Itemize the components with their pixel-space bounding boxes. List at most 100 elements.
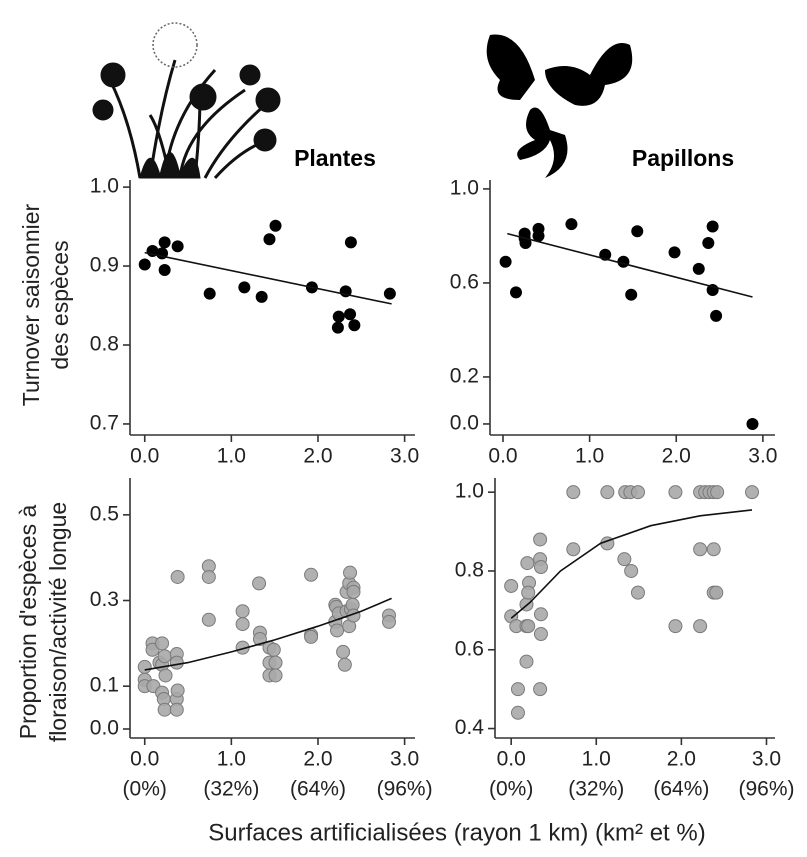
data-point	[268, 668, 283, 683]
data-point	[157, 649, 172, 664]
x-tick-label: 0.0	[488, 445, 517, 468]
y-axis-label: Proportion d'espèces à	[15, 505, 41, 740]
data-point	[519, 654, 534, 669]
y-tick-label: 0.5	[90, 502, 119, 525]
data-point	[521, 619, 536, 634]
data-point	[203, 287, 216, 300]
data-point	[138, 258, 151, 271]
x-tick-percent: (64%)	[290, 778, 346, 801]
data-point	[520, 556, 535, 571]
data-point	[344, 308, 357, 321]
data-point	[617, 552, 632, 567]
data-point	[330, 623, 345, 638]
x-tick-label: 2.0	[303, 445, 332, 468]
panel-title: Papillons	[632, 145, 734, 171]
x-tick-percent: (64%)	[653, 778, 709, 801]
trend-line	[507, 232, 753, 298]
data-point	[706, 220, 719, 233]
x-tick-label: 0.0	[130, 748, 159, 771]
panel-title: Plantes	[294, 145, 376, 171]
x-tick-percent: (96%)	[738, 778, 794, 801]
x-tick-label: 1.0	[575, 445, 604, 468]
data-point	[158, 264, 171, 276]
data-point	[630, 585, 645, 600]
x-tick-label: 1.0	[217, 748, 246, 771]
x-axis-label: Surfaces artificialisées (rayon 1 km) (k…	[208, 819, 705, 846]
x-tick-label: 0.0	[130, 445, 159, 468]
trend-line	[144, 597, 392, 671]
butterfly-silhouette	[486, 34, 633, 178]
data-point	[533, 607, 548, 622]
data-point	[336, 644, 351, 659]
y-axis-label: floraison/activité longue	[45, 502, 71, 742]
data-point	[509, 286, 522, 299]
data-point	[519, 236, 532, 249]
data-point	[510, 682, 525, 697]
data-point	[348, 319, 361, 332]
y-axis-label: des espèces	[47, 240, 73, 369]
data-point	[533, 532, 548, 547]
data-point	[600, 485, 615, 500]
data-point	[566, 542, 581, 557]
y-tick-label: 0.9	[90, 254, 119, 277]
data-point	[332, 310, 345, 323]
data-point	[171, 240, 184, 253]
data-point	[533, 627, 548, 641]
data-point	[745, 485, 760, 500]
data-point	[155, 636, 170, 651]
data-point	[565, 218, 578, 231]
x-tick-label: 3.0	[390, 445, 419, 468]
data-point	[201, 612, 216, 627]
y-tick-label: 0.8	[455, 559, 484, 582]
data-point	[252, 576, 267, 591]
data-point	[235, 617, 250, 632]
y-tick-label: 0.0	[90, 717, 119, 740]
data-point	[145, 642, 160, 657]
data-point	[337, 657, 352, 672]
data-point	[383, 287, 396, 300]
x-tick-percent: (32%)	[203, 778, 259, 801]
x-tick-label: 2.0	[662, 445, 691, 468]
data-point	[170, 683, 185, 698]
y-tick-label: 0.3	[90, 588, 119, 611]
trend-line	[144, 251, 392, 305]
data-point	[268, 655, 283, 670]
data-point	[499, 255, 512, 268]
x-tick-percent: (32%)	[568, 778, 624, 801]
data-point	[304, 629, 319, 644]
data-point	[238, 281, 251, 294]
data-point	[201, 569, 216, 584]
data-point	[668, 485, 683, 500]
y-tick-label: 0.1	[90, 674, 119, 697]
data-point	[521, 585, 536, 600]
data-point	[693, 542, 708, 557]
data-point	[566, 485, 581, 500]
y-tick-label: 0.4	[455, 716, 485, 739]
data-point	[266, 642, 281, 657]
data-point	[533, 682, 548, 697]
data-point	[631, 225, 644, 238]
data-point	[710, 485, 725, 500]
data-point	[709, 585, 724, 600]
data-point	[504, 578, 519, 593]
data-point	[269, 219, 282, 232]
data-point	[630, 485, 645, 500]
x-tick-label: 1.0	[582, 748, 611, 771]
plant-silhouette	[92, 22, 281, 179]
data-point	[710, 309, 723, 322]
data-point	[346, 584, 361, 599]
x-tick-label: 1.0	[217, 445, 246, 468]
x-tick-label: 3.0	[390, 748, 419, 771]
y-tick-label: 0.0	[450, 412, 479, 435]
data-point	[235, 604, 250, 619]
y-tick-label: 1.0	[450, 176, 479, 199]
x-tick-label: 2.0	[303, 748, 332, 771]
x-tick-label: 2.0	[667, 748, 696, 771]
data-point	[706, 542, 721, 557]
data-point	[158, 668, 173, 683]
y-tick-label: 0.6	[455, 637, 484, 660]
data-point	[263, 233, 276, 246]
y-axis-label: Turnover saisonnier	[18, 203, 44, 406]
data-point	[158, 236, 171, 249]
